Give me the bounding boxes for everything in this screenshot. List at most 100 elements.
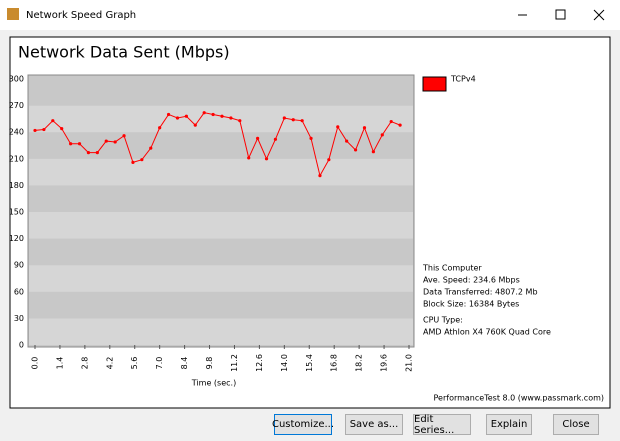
data-point [166,112,171,117]
y-tick-label: 90 [14,261,24,270]
button[interactable]: Edit Series... [413,414,471,436]
data-point [282,116,286,120]
data-point [229,116,233,120]
data-point [247,156,251,160]
data-point [327,158,331,162]
data-point [398,123,402,127]
info-line: This Computer [422,264,482,273]
data-point [113,140,117,144]
data-point [220,114,224,118]
data-point [42,127,46,132]
y-tick-label: 300 [9,75,24,84]
y-tick-label: 120 [9,234,24,243]
data-point [291,118,295,122]
x-tick-label: 2.8 [80,357,89,370]
grid-band [29,185,413,212]
info-line: AMD Athlon X4 760K Quad Core [423,328,551,337]
data-point [77,142,82,146]
data-point [33,128,37,133]
data-point [300,119,304,123]
x-tick-label: 4.2 [105,357,114,370]
x-tick-label: 19.6 [380,354,389,372]
x-tick-label: 21.0 [405,354,414,372]
data-point [122,134,126,138]
info-line: Block Size: 16384 Bytes [423,300,519,309]
y-tick-label: 0 [19,341,24,350]
grid-band [29,212,413,239]
data-point [362,126,367,130]
x-tick-label: 12.6 [255,354,264,372]
data-point [51,119,55,123]
data-point [211,112,215,117]
data-point [380,133,384,137]
data-point [238,119,242,123]
x-tick-label: 16.8 [330,354,339,372]
legend-swatch [422,76,447,92]
data-point [273,137,278,141]
button[interactable]: Customize... [272,414,334,435]
x-tick-label: 9.8 [205,357,214,370]
data-point [104,139,108,143]
x-axis-label: Time (sec.) [191,379,236,388]
data-point [131,160,135,164]
data-point [158,126,162,130]
y-tick-label: 240 [9,128,24,137]
grid-band [29,291,413,319]
y-tick-label: 270 [9,101,24,110]
grid-band [29,318,413,345]
data-point [389,119,393,124]
button[interactable]: Close [553,414,599,435]
info-line: CPU Type: [423,316,463,325]
data-point [256,136,260,141]
data-point [353,148,358,152]
data-point [149,146,153,150]
info-line: Ave. Speed: 234.6 Mbps [423,276,520,285]
data-point [69,142,73,146]
x-tick-label: 11.2 [230,354,239,372]
app-icon [7,8,19,20]
x-tick-label: 0.0 [31,357,40,370]
maximize-button[interactable] [555,9,566,20]
data-point [318,174,322,178]
data-point [86,150,91,155]
button[interactable]: Explain [486,414,532,435]
y-tick-label: 150 [9,208,24,217]
data-point [193,123,197,127]
x-tick-label: 8.4 [180,357,189,370]
window-title: Network Speed Graph [26,10,136,21]
legend-label: TCPv4 [450,75,476,84]
data-point [202,111,206,115]
data-point [371,150,375,154]
close-window-button[interactable] [593,9,605,21]
data-point [309,136,313,141]
data-point [175,116,180,120]
button[interactable]: Save as... [345,414,403,435]
y-tick-label: 30 [14,314,24,323]
info-line: Data Transferred: 4807.2 Mb [423,288,538,297]
y-tick-label: 60 [14,287,24,296]
grid-band [29,238,413,266]
data-point [336,125,340,129]
data-point [184,114,188,118]
grid-band [29,265,413,292]
grid-band [29,79,413,106]
y-tick-label: 180 [9,181,24,190]
x-tick-label: 5.6 [130,357,139,370]
x-tick-label: 15.4 [305,354,314,372]
footer: PerformanceTest 8.0 (www.passmark.com) [434,394,605,403]
x-tick-label: 1.4 [55,357,64,370]
data-point [95,150,99,155]
x-tick-label: 18.2 [355,354,364,372]
title-bar [0,0,620,30]
data-point [140,158,144,162]
grid-band [29,158,413,186]
data-point [345,139,349,143]
data-point [264,157,269,161]
grid-band [29,105,413,133]
chart-title: Network Data Sent (Mbps) [18,43,230,62]
grid-band [29,132,413,159]
x-tick-label: 14.0 [280,354,289,372]
y-tick-label: 210 [9,154,24,163]
